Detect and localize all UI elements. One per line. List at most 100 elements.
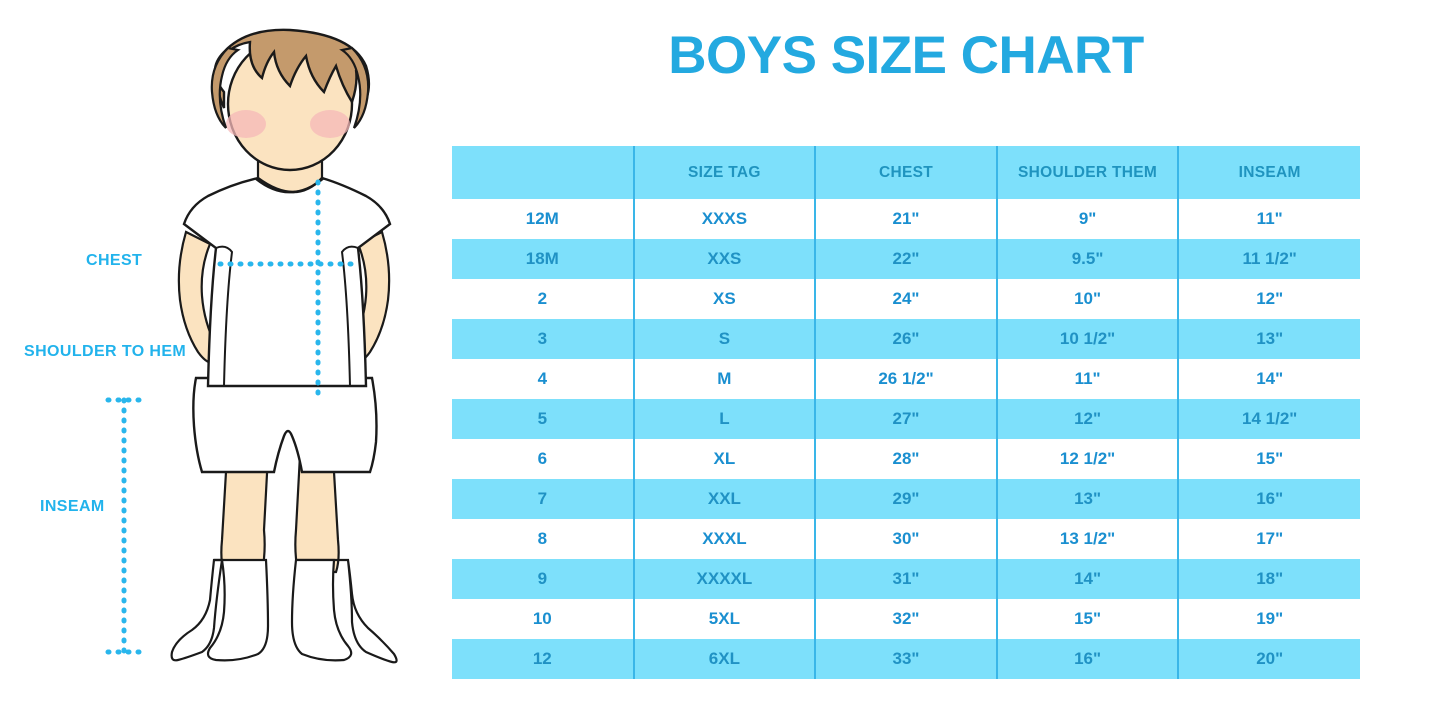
table-row: 12 6XL 33" 16" 20" [452, 639, 1360, 679]
cell-value: 10" [995, 279, 1179, 319]
inseam-label: INSEAM [40, 498, 105, 515]
cell-value: 26" [814, 319, 997, 359]
cell-value: 22" [814, 239, 997, 279]
cell-value: 11 1/2" [1177, 239, 1360, 279]
cell-size: 5 [452, 399, 634, 439]
cell-size: 8 [452, 519, 634, 559]
cell-value: 20" [1177, 639, 1360, 679]
cell-value: XXXS [632, 199, 816, 239]
left-blush [226, 110, 266, 138]
chest-label: CHEST [86, 252, 143, 269]
cell-size: 3 [452, 319, 634, 359]
cell-value: XL [632, 439, 816, 479]
table-header: SIZE TAG CHEST SHOULDER THEM INSEAM [452, 146, 1360, 199]
cell-value: 14 1/2" [1177, 399, 1360, 439]
table-row: 10 5XL 32" 15" 19" [452, 599, 1360, 639]
cell-value: 17" [1177, 519, 1360, 559]
cell-size: 6 [452, 439, 634, 479]
right-sleeve-seam [340, 245, 359, 387]
cell-value: 32" [814, 599, 997, 639]
left-sock-shape [206, 558, 270, 662]
cell-value: 9.5" [995, 239, 1179, 279]
cell-value: 12" [995, 399, 1179, 439]
cell-value: 21" [814, 199, 997, 239]
right-blush [310, 110, 350, 138]
cell-value: 31" [814, 559, 997, 599]
table-row: 9 XXXXL 31" 14" 18" [452, 559, 1360, 599]
left-foot-shape [170, 558, 224, 662]
shorts-shape [192, 376, 378, 474]
page-title: BOYS SIZE CHART [668, 26, 1144, 85]
cell-size: 9 [452, 559, 634, 599]
column-header-size-tag: SIZE TAG [632, 146, 816, 199]
column-header-size [452, 146, 634, 199]
cell-size: 4 [452, 359, 634, 399]
column-header-inseam: INSEAM [1177, 146, 1360, 199]
cell-value: 12 1/2" [995, 439, 1179, 479]
cell-value: 5XL [632, 599, 816, 639]
table-row: 5 L 27" 12" 14 1/2" [452, 399, 1360, 439]
cell-value: XXXXL [632, 559, 816, 599]
cell-value: XS [632, 279, 816, 319]
cell-value: 24" [814, 279, 997, 319]
column-header-shoulder-them: SHOULDER THEM [995, 146, 1179, 199]
hair-left-side [210, 46, 241, 129]
table-body: 12M XXXS 21" 9" 11" 18M XXS 22" 9.5" 11 1/2" 2 XS 24… [452, 199, 1360, 679]
cell-value: 15" [1177, 439, 1360, 479]
column-header-chest: CHEST [814, 146, 997, 199]
table-row: 6 XL 28" 12 1/2" 15" [452, 439, 1360, 479]
right-leg-shape [294, 453, 340, 574]
cell-size: 18M [452, 239, 634, 279]
cell-value: 14" [1177, 359, 1360, 399]
cell-value: 29" [814, 479, 997, 519]
cell-value: 10 1/2" [995, 319, 1179, 359]
cell-size: 12M [452, 199, 634, 239]
table-header-row: SIZE TAG CHEST SHOULDER THEM INSEAM [452, 146, 1360, 199]
tshirt-shape [182, 176, 392, 388]
cell-value: 19" [1177, 599, 1360, 639]
cell-size: 10 [452, 599, 634, 639]
cell-value: 13" [1177, 319, 1360, 359]
cell-value: M [632, 359, 816, 399]
cell-size: 12 [452, 639, 634, 679]
cell-value: 14" [995, 559, 1179, 599]
hair-right-side [339, 46, 370, 129]
cell-size: 2 [452, 279, 634, 319]
table-row: 12M XXXS 21" 9" 11" [452, 199, 1360, 239]
cell-value: L [632, 399, 816, 439]
table-row: 4 M 26 1/2" 11" 14" [452, 359, 1360, 399]
left-sleeve-seam [215, 245, 234, 387]
right-sock-shape [296, 558, 398, 664]
cell-value: 18" [1177, 559, 1360, 599]
cell-value: 11" [995, 359, 1179, 399]
table-row: 3 S 26" 10 1/2" 13" [452, 319, 1360, 359]
table-row: 18M XXS 22" 9.5" 11 1/2" [452, 239, 1360, 279]
cell-size: 7 [452, 479, 634, 519]
right-foot-shape [290, 558, 353, 662]
table-row: 8 XXXL 30" 13 1/2" 17" [452, 519, 1360, 559]
boy-figure-svg [105, 28, 398, 664]
cell-value: XXXL [632, 519, 816, 559]
cell-value: 13" [995, 479, 1179, 519]
table-row: 2 XS 24" 10" 12" [452, 279, 1360, 319]
cell-value: 30" [814, 519, 997, 559]
boy-illustration: CHEST SHOULDER TO HEM INSEAM [0, 0, 440, 723]
cell-value: 6XL [632, 639, 816, 679]
cell-value: 16" [995, 639, 1179, 679]
cell-value: 16" [1177, 479, 1360, 519]
table-row: 7 XXL 29" 13" 16" [452, 479, 1360, 519]
cell-value: S [632, 319, 816, 359]
cell-value: 12" [1177, 279, 1360, 319]
cell-value: XXS [632, 239, 816, 279]
shoulder-to-hem-label: SHOULDER TO HEM [24, 343, 187, 360]
cell-value: XXL [632, 479, 816, 519]
cell-value: 28" [814, 439, 997, 479]
cell-value: 27" [814, 399, 997, 439]
size-chart-table: SIZE TAG CHEST SHOULDER THEM INSEAM 12M XXXS… [452, 146, 1360, 679]
cell-value: 33" [814, 639, 997, 679]
cell-value: 13 1/2" [995, 519, 1179, 559]
cell-value: 11" [1177, 199, 1360, 239]
cell-value: 9" [995, 199, 1179, 239]
cell-value: 26 1/2" [814, 359, 997, 399]
